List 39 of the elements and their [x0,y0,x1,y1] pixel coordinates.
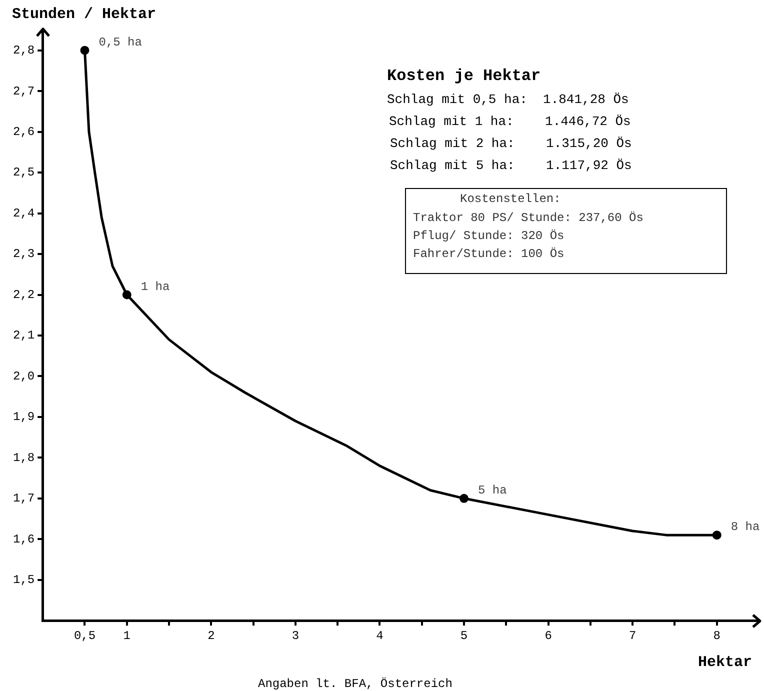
x-tick-label: 7 [628,628,636,643]
y-tick-label: 2,8 [12,44,35,58]
y-tick-label: 1,9 [12,410,35,424]
y-axis-title: Stunden / Hektar [12,6,156,23]
y-tick-label: 2,4 [12,206,35,220]
y-tick-label: 2,1 [12,328,35,343]
annotation: Schlag mit 1 ha: 1.446,72 Ös [389,114,631,129]
y-tick-label: 1,8 [12,450,35,465]
x-tick-label: 0,5 [74,628,96,643]
annotation: 0,5 ha [98,36,142,50]
annotation: Schlag mit 5 ha: 1.117,92 Ös [390,158,632,173]
x-axis-title: Hektar [698,654,752,671]
annotation: 1 ha [140,280,170,294]
x-tick-label: 2 [208,628,215,643]
annotation: Traktor 80 PS/ Stunde: 237,60 Ös [413,211,644,225]
x-tick-label: 4 [376,628,384,643]
text: Angaben lt. BFA, Österreich [258,677,452,691]
annotation: Schlag mit 2 ha: 1.315,20 Ös [390,136,632,151]
x-tick-label: 8 [713,628,720,643]
y-tick-label: 1,6 [12,532,35,546]
annotation: Schlag mit 0,5 ha: 1.841,28 Ös [387,92,629,107]
x-tick-label: 1 [123,628,130,643]
text: Kosten je Hektar [387,67,541,85]
y-tick-label: 2,5 [12,166,35,180]
y-tick-label: 2,0 [12,369,35,384]
x-tick-label: 5 [460,628,468,643]
annotation: Pflug/ Stunde: 320 Ös [413,229,564,243]
annotation: 8 ha [730,520,760,534]
y-tick-label: 2,7 [12,84,35,98]
y-tick-label: 1,5 [12,573,35,588]
annotation: 5 ha [478,484,507,498]
x-tick-label: 6 [544,628,552,643]
annotation: Fahrer/Stunde: 100 Ös [413,247,564,261]
y-tick-label: 2,6 [12,125,35,139]
y-tick-label: 2,2 [12,288,35,302]
annotation: Kostenstellen: [460,192,561,206]
y-tick-label: 2,3 [12,247,35,262]
y-tick-label: 1,7 [12,492,35,506]
x-tick-label: 3 [292,628,300,643]
